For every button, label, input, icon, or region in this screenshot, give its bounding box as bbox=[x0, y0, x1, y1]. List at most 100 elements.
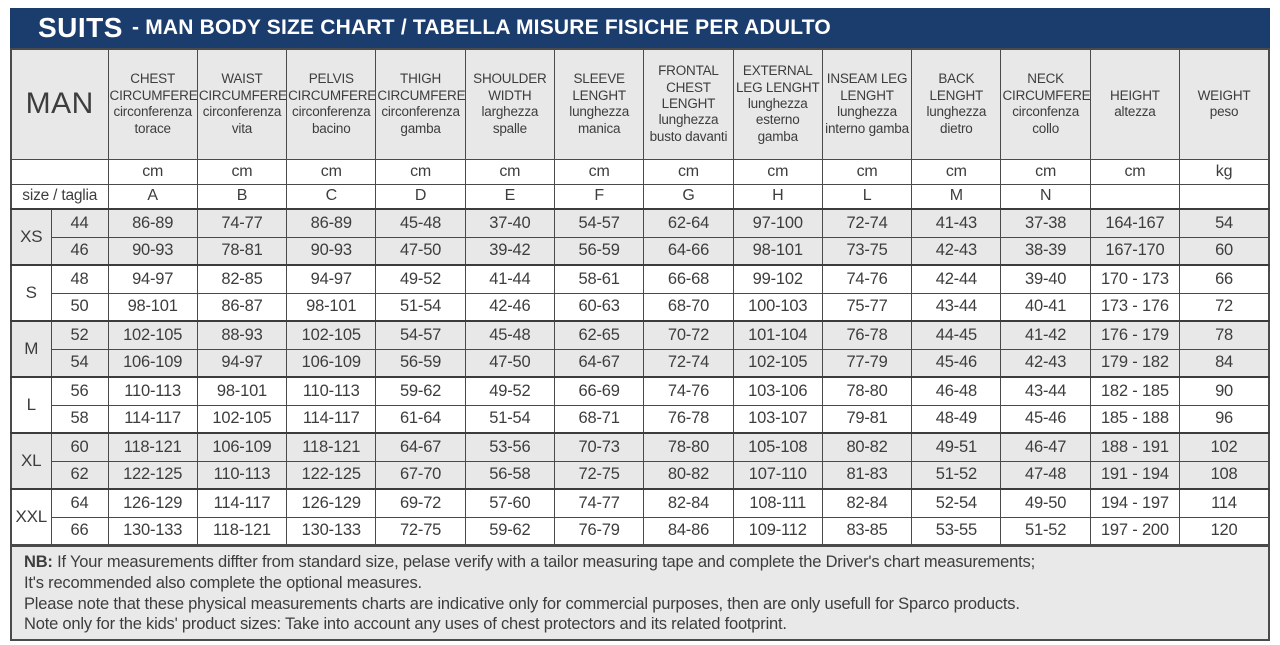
measurement-cell: 114-117 bbox=[107, 404, 198, 434]
measurement-cell: 42-46 bbox=[464, 292, 556, 322]
size-number: 62 bbox=[50, 460, 109, 490]
measurement-cell: 54-57 bbox=[553, 208, 645, 238]
measurement-cell: 98-101 bbox=[196, 376, 288, 406]
table-row: L 56 110-113 98-101 110-113 59-62 49-52 66-69 74… bbox=[10, 376, 1270, 434]
measurement-cell: 41-44 bbox=[464, 264, 556, 294]
column-header-12: HEIGHT altezza bbox=[1089, 48, 1181, 160]
size-number: 54 bbox=[50, 348, 109, 378]
measurement-cell: 94-97 bbox=[196, 348, 288, 378]
measurement-cell: 60-63 bbox=[553, 292, 645, 322]
measurement-cell: 105-108 bbox=[732, 432, 823, 462]
measurement-cell: 130-133 bbox=[286, 516, 377, 546]
measurement-cell: 72-75 bbox=[553, 460, 645, 490]
measurement-cell: 106-109 bbox=[286, 348, 377, 378]
column-header-en: SLEEVE LENGHT bbox=[572, 71, 626, 103]
column-header-1: CHEST CIRCUMFERENCEcirconferenza torace bbox=[107, 48, 198, 160]
measurement-cell: 197 - 200 bbox=[1089, 516, 1181, 546]
unit-cell: cm bbox=[1089, 158, 1181, 185]
column-header-en: SHOULDER WIDTH bbox=[473, 71, 547, 103]
size-group-label: L bbox=[10, 376, 52, 434]
column-header-13: WEIGHT peso bbox=[1179, 48, 1270, 160]
notes-box: NB: If Your measurements diffter from st… bbox=[10, 546, 1270, 642]
letter-cell: C bbox=[286, 183, 377, 210]
measurement-cell: 76-78 bbox=[643, 404, 734, 434]
table-head: MAN CHEST CIRCUMFERENCEcirconferenza tor… bbox=[10, 48, 1270, 210]
chart-title-brand: SUITS bbox=[38, 12, 123, 43]
measurement-cell: 164-167 bbox=[1089, 208, 1181, 238]
measurement-cell: 53-55 bbox=[911, 516, 1002, 546]
measurement-cell: 102-105 bbox=[732, 348, 823, 378]
measurement-cell: 126-129 bbox=[286, 488, 377, 518]
measurement-cell: 66-69 bbox=[553, 376, 645, 406]
column-header-8: EXTERNAL LEG LENGHT lunghezza esterno gam… bbox=[732, 48, 823, 160]
measurement-cell: 76-78 bbox=[821, 320, 913, 350]
measurement-cell: 167-170 bbox=[1089, 236, 1181, 266]
measurement-cell: 107-110 bbox=[732, 460, 823, 490]
measurement-cell: 130-133 bbox=[107, 516, 198, 546]
measurement-cell: 47-50 bbox=[464, 348, 556, 378]
column-header-9: INSEAM LEG LENGHT lunghezza interno gamba bbox=[821, 48, 913, 160]
measurement-cell: 182 - 185 bbox=[1089, 376, 1181, 406]
measurement-cell: 64-66 bbox=[643, 236, 734, 266]
measurement-cell: 43-44 bbox=[911, 292, 1002, 322]
measurement-cell: 42-44 bbox=[911, 264, 1002, 294]
measurement-cell: 75-77 bbox=[821, 292, 913, 322]
measurement-cell: 106-109 bbox=[107, 348, 198, 378]
measurement-cell: 53-56 bbox=[464, 432, 556, 462]
unit-cell: cm bbox=[286, 158, 377, 185]
measurement-cell: 64-67 bbox=[375, 432, 466, 462]
measurement-cell: 45-48 bbox=[375, 208, 466, 238]
measurement-cell: 110-113 bbox=[107, 376, 198, 406]
nb-label: NB: bbox=[24, 553, 53, 571]
column-header-it: larghezza spalle bbox=[481, 104, 539, 136]
measurement-cell: 80-82 bbox=[643, 460, 734, 490]
measurement-cell: 78-80 bbox=[643, 432, 734, 462]
measurement-cell: 179 - 182 bbox=[1089, 348, 1181, 378]
measurement-cell: 56-59 bbox=[553, 236, 645, 266]
column-header-en: INSEAM LEG LENGHT bbox=[826, 71, 908, 103]
column-header-en: PELVIS CIRCUMFERENCE bbox=[288, 71, 376, 103]
measurement-cell: 72-75 bbox=[375, 516, 466, 546]
size-number: 64 bbox=[50, 488, 109, 518]
measurement-cell: 88-93 bbox=[196, 320, 288, 350]
size-number: 56 bbox=[50, 376, 109, 406]
measurement-cell: 98-101 bbox=[732, 236, 823, 266]
size-table: MAN CHEST CIRCUMFERENCEcirconferenza tor… bbox=[10, 48, 1270, 546]
column-header-it: circonferenza bacino bbox=[292, 104, 371, 136]
measurement-cell: 69-72 bbox=[375, 488, 466, 518]
column-header-en: CHEST CIRCUMFERENCE bbox=[109, 71, 198, 103]
size-group-label: XL bbox=[10, 432, 52, 490]
column-header-6: SLEEVE LENGHT lunghezza manica bbox=[553, 48, 645, 160]
measurement-cell: 74-76 bbox=[821, 264, 913, 294]
table-row: 46 90-93 78-81 90-93 47-50 39-42 56-59 64-66 98-… bbox=[11, 236, 1270, 266]
measurement-cell: 52-54 bbox=[911, 488, 1002, 518]
size-number: 48 bbox=[50, 264, 109, 294]
measurement-cell: 64-67 bbox=[553, 348, 645, 378]
measurement-cell: 82-84 bbox=[821, 488, 913, 518]
measurement-cell: 54-57 bbox=[375, 320, 466, 350]
measurement-cell: 46-48 bbox=[911, 376, 1002, 406]
letter-cell: A bbox=[107, 183, 198, 210]
measurement-cell: 90-93 bbox=[107, 236, 198, 266]
unit-cell: cm bbox=[107, 158, 198, 185]
table-row: 58 114-117 102-105 114-117 61-64 51-54 68-71 76… bbox=[11, 404, 1270, 434]
measurement-cell: 97-100 bbox=[732, 208, 823, 238]
measurement-cell: 79-81 bbox=[821, 404, 913, 434]
measurement-cell: 54 bbox=[1179, 208, 1270, 238]
letter-cell: B bbox=[196, 183, 288, 210]
measurement-cell: 102-105 bbox=[196, 404, 288, 434]
measurement-cell: 49-52 bbox=[375, 264, 466, 294]
measurement-cell: 90 bbox=[1179, 376, 1270, 406]
measurement-cell: 108-111 bbox=[732, 488, 823, 518]
measurement-cell: 84 bbox=[1179, 348, 1270, 378]
measurement-cell: 39-40 bbox=[1000, 264, 1091, 294]
measurement-cell: 80-82 bbox=[821, 432, 913, 462]
measurement-cell: 74-77 bbox=[553, 488, 645, 518]
measurement-cell: 70-73 bbox=[553, 432, 645, 462]
measurement-cell: 48-49 bbox=[911, 404, 1002, 434]
measurement-cell: 76-79 bbox=[553, 516, 645, 546]
column-header-it: altezza bbox=[1114, 104, 1156, 120]
measurement-cell: 59-62 bbox=[464, 516, 556, 546]
measurement-cell: 49-52 bbox=[464, 376, 556, 406]
